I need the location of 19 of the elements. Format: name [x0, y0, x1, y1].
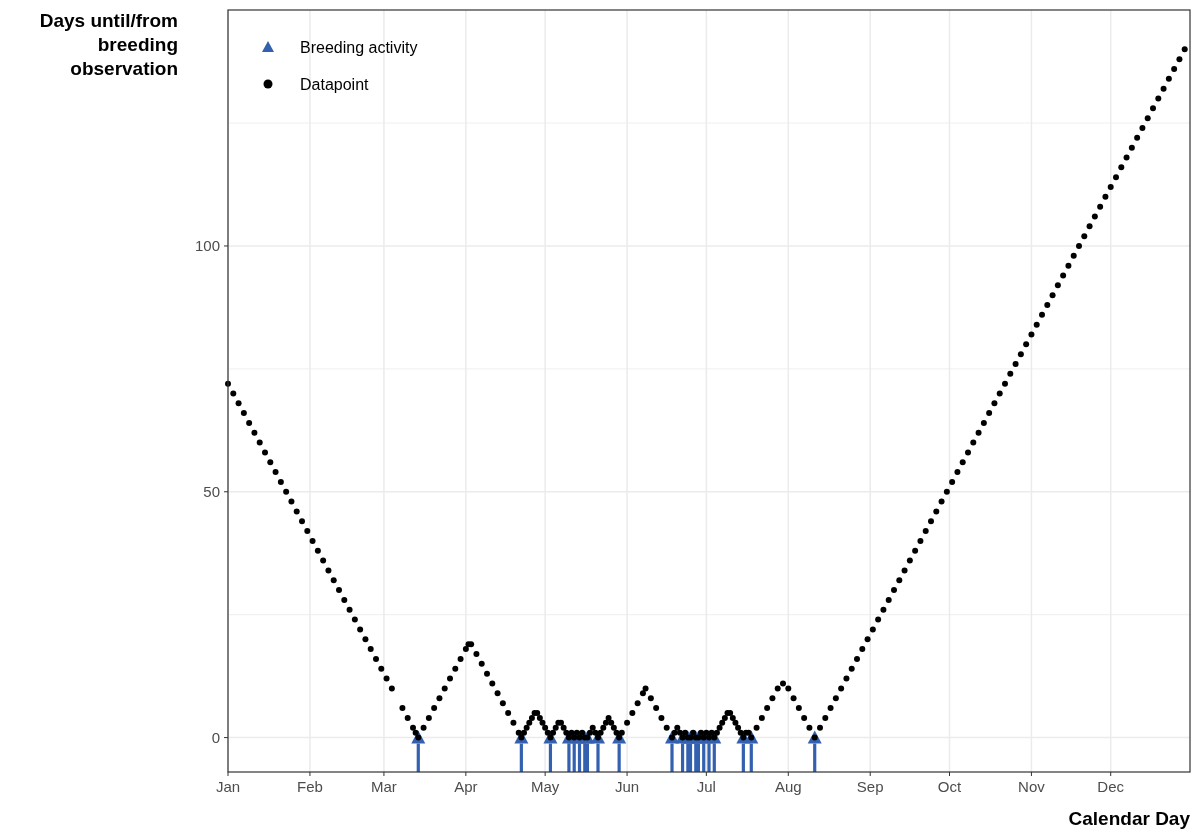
x-tick-label: Jul: [696, 778, 716, 795]
x-tick-label: Feb: [297, 778, 323, 795]
x-axis-title: Calendar Day: [1068, 808, 1191, 829]
x-tick-label: Jan: [215, 778, 241, 795]
y-tick-label: 100: [194, 236, 220, 254]
x-tick-label: Sep: [856, 778, 884, 795]
x-tick-label: Mar: [371, 778, 397, 795]
x-tick-label: Nov: [1018, 778, 1046, 795]
y-tick-label: 0: [211, 728, 220, 746]
x-tick-label: Dec: [1097, 778, 1125, 795]
x-tick-label: Jun: [614, 778, 640, 795]
legend-label: Breeding activity: [300, 39, 418, 56]
x-tick-label: Aug: [774, 778, 802, 795]
x-tick-label: Oct: [937, 778, 962, 795]
x-tick-label: Apr: [454, 778, 478, 795]
x-tick-label: May: [530, 778, 560, 795]
legend-label: Datapoint: [300, 76, 370, 93]
y-axis-title: Days until/from breeding observation: [39, 10, 178, 79]
y-tick-label: 50: [203, 482, 220, 500]
